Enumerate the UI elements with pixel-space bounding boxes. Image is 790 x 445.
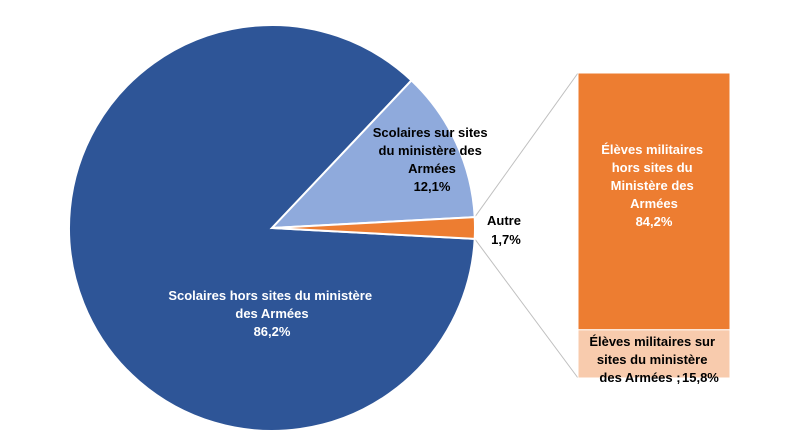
segment-value-eleves-hors-sites: 84,2% (636, 214, 673, 229)
bar-segment-eleves-militaires-sur-sites-du-ministere-des-armees (577, 329, 731, 379)
pie-slice-scolaires-sur-sites-du-ministere-des-armees (269, 79, 476, 230)
segment-label-eleves-hors-sites: Élèves militaires hors sites du Ministèr… (601, 142, 707, 211)
bar-segment-eleves-militaires-hors-sites-du-ministere-des-armees (577, 72, 731, 331)
connector-line-top (474, 72, 579, 218)
breakdown-bar (577, 72, 731, 379)
slice-label-scolaires-hors-sites: Scolaires hors sites du ministère des Ar… (168, 288, 375, 321)
segment-value-eleves-sur-sites: 15,8% (682, 370, 719, 385)
slice-label-autre: Autre (487, 213, 521, 228)
connector-lines (474, 72, 579, 379)
pie (68, 24, 476, 432)
connector-line-bottom (474, 238, 579, 379)
segment-label-eleves-sur-sites: Élèves militaires sur sites du ministère… (589, 334, 718, 385)
pie-slice-autre (271, 216, 476, 240)
slice-value-scolaires-sur-sites: 12,1% (414, 179, 451, 194)
slice-label-scolaires-sur-sites: Scolaires sur sites du ministère des Arm… (373, 125, 492, 176)
slice-value-autre: 1,7% (491, 232, 521, 247)
slice-value-scolaires-hors-sites: 86,2% (254, 324, 291, 339)
